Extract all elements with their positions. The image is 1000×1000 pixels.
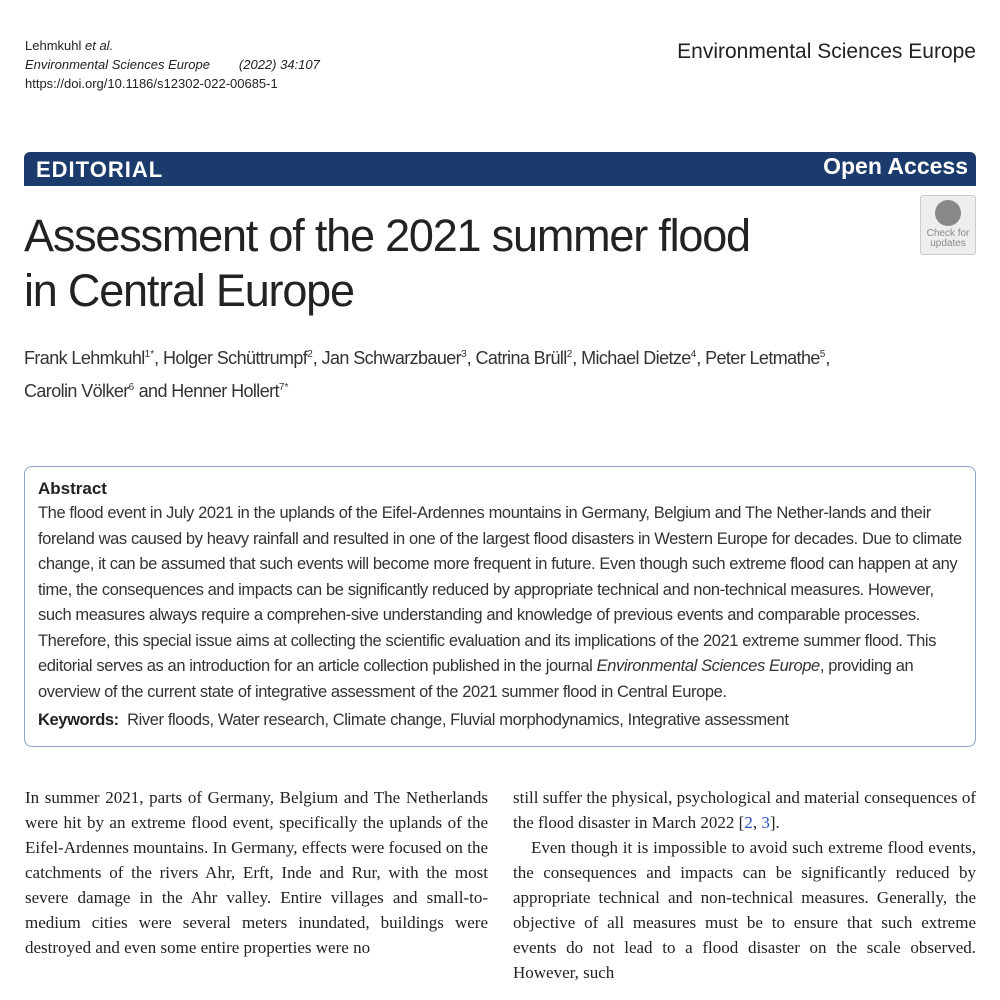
- affiliation-mark: 6: [128, 382, 135, 393]
- keywords-list: River floods, Water research, Climate ch…: [127, 711, 789, 729]
- body-paragraph: still suffer the physical, psychological…: [513, 787, 976, 832]
- header-journal: Environmental Sciences Europe: [25, 57, 210, 72]
- affiliation-mark: 4: [690, 349, 697, 360]
- article-title: Assessment of the 2021 summer flood in Ce…: [24, 208, 904, 318]
- body-columns: In summer 2021, parts of Germany, Belgiu…: [24, 785, 976, 985]
- body-column-right: still suffer the physical, psychological…: [513, 785, 976, 985]
- reference-link[interactable]: 3: [761, 812, 770, 832]
- header-authors: Lehmkuhl: [25, 38, 82, 53]
- reference-link[interactable]: 2: [744, 812, 753, 832]
- abstract-box: Abstract The flood event in July 2021 in…: [24, 466, 976, 747]
- check-for-updates-button[interactable]: Check for updates: [920, 195, 976, 255]
- open-access-label: Open Access: [823, 153, 968, 179]
- author-list: Frank Lehmkuhl1*, Holger Schüttrumpf2, J…: [24, 348, 830, 401]
- affiliation-mark: 2: [566, 349, 573, 360]
- author-name[interactable]: Frank Lehmkuhl1*: [24, 348, 155, 368]
- title-line-1: Assessment of the 2021 summer flood: [24, 210, 751, 261]
- page-header: Lehmkuhl et al. Environmental Sciences E…: [0, 0, 1000, 152]
- keywords-label: Keywords:: [38, 711, 119, 729]
- affiliation-mark: 2: [307, 349, 313, 360]
- body-column-left: In summer 2021, parts of Germany, Belgiu…: [25, 785, 488, 985]
- abstract-heading: Abstract: [38, 479, 107, 498]
- author-name[interactable]: Jan Schwarzbauer3: [321, 348, 467, 368]
- author-name[interactable]: Peter Letmathe5: [705, 348, 826, 368]
- affiliation-mark: 7*: [278, 382, 289, 393]
- author-name[interactable]: Catrina Brüll2: [475, 348, 573, 368]
- body-paragraph: In summer 2021, parts of Germany, Belgiu…: [25, 787, 488, 957]
- body-paragraph: Even though it is impossible to avoid su…: [513, 837, 976, 982]
- author-name[interactable]: Michael Dietze4: [581, 348, 697, 368]
- article-content: EDITORIAL Open Access Assessment of the …: [0, 152, 1000, 985]
- affiliation-mark: 5: [819, 349, 826, 360]
- author-name[interactable]: Carolin Völker6: [24, 381, 135, 401]
- check-updates-line1: Check for: [926, 228, 970, 239]
- author-name[interactable]: Henner Hollert7*: [171, 381, 289, 401]
- title-row: Assessment of the 2021 summer flood in Ce…: [24, 195, 976, 318]
- title-line-2: in Central Europe: [24, 265, 355, 316]
- keywords: Keywords: River floods, Water research, …: [38, 708, 962, 734]
- affiliation-mark: 3: [461, 349, 467, 360]
- abstract-text: The flood event in July 2021 in the upla…: [38, 504, 962, 701]
- article-type: EDITORIAL: [36, 157, 164, 182]
- bookmark-icon: [935, 200, 961, 226]
- check-updates-line2: updates: [930, 238, 966, 249]
- doi-link[interactable]: https://doi.org/10.1186/s12302-022-00685…: [25, 76, 278, 91]
- affiliation-mark: 1*: [144, 349, 155, 360]
- journal-name: Environmental Sciences Europe: [677, 40, 976, 63]
- running-header: Lehmkuhl et al. Environmental Sciences E…: [25, 36, 320, 93]
- header-et-al: et al.: [85, 38, 114, 53]
- header-citation: (2022) 34:107: [238, 57, 320, 72]
- article-type-banner: EDITORIAL Open Access: [24, 152, 976, 186]
- author-name[interactable]: Holger Schüttrumpf2: [162, 348, 313, 368]
